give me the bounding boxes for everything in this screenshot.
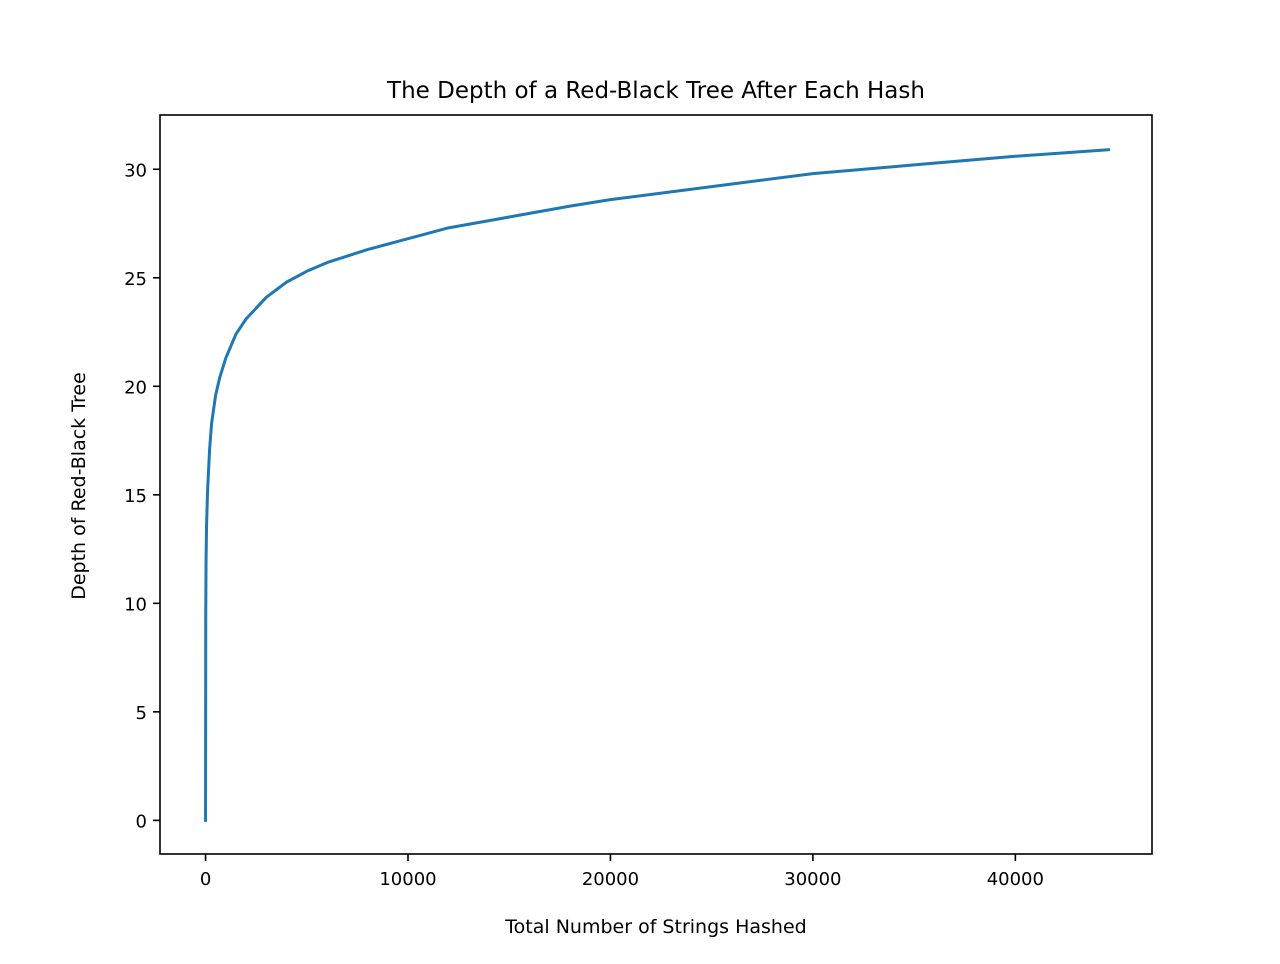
y-tick-label: 30 <box>124 160 147 181</box>
plot-area <box>204 148 1111 822</box>
y-tick-label: 15 <box>124 486 147 507</box>
axes-frame <box>159 114 1153 855</box>
x-tick-label: 10000 <box>379 869 436 890</box>
y-tick-label: 10 <box>124 594 147 615</box>
y-tick-label: 0 <box>136 811 147 832</box>
x-axis-label: Total Number of Strings Hashed <box>504 916 806 938</box>
y-tick-label: 20 <box>124 377 147 398</box>
y-axis-ticks: 0 5 10 15 20 25 30 <box>124 160 160 832</box>
x-axis-ticks: 0 10000 20000 30000 40000 <box>200 854 1044 890</box>
x-tick-label: 20000 <box>582 869 639 890</box>
y-axis-label: Depth of Red-Black Tree <box>68 372 90 600</box>
y-tick-label: 5 <box>136 703 147 724</box>
series-line-0 <box>204 148 1111 822</box>
x-tick-label: 0 <box>200 869 211 890</box>
x-tick-label: 40000 <box>987 869 1044 890</box>
y-tick-label: 25 <box>124 269 147 290</box>
chart-title: The Depth of a Red-Black Tree After Each… <box>386 78 925 104</box>
x-tick-label: 30000 <box>784 869 841 890</box>
